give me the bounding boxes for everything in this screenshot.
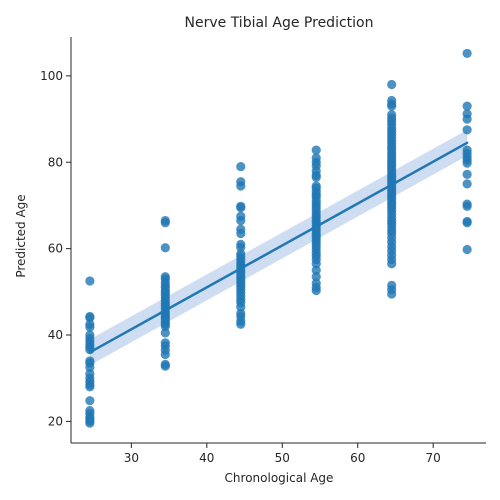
x-tick-label: 70 [426, 451, 441, 465]
data-point [311, 259, 321, 269]
data-point [236, 161, 246, 172]
x-tick-label: 50 [275, 451, 290, 465]
chart-title: Nerve Tibial Age Prediction [185, 15, 374, 31]
data-point [462, 179, 472, 189]
data-point [311, 145, 321, 155]
y-tick-label: 40 [48, 328, 63, 342]
regression-line [88, 141, 469, 354]
data-point [236, 215, 246, 226]
x-axis-title: Chronological Age [225, 471, 334, 485]
data-point [236, 228, 246, 239]
data-point [311, 265, 321, 275]
data-point [462, 158, 472, 168]
data-point [160, 361, 170, 371]
y-tick-label: 100 [40, 69, 63, 83]
x-tick-label: 60 [350, 451, 365, 465]
data-point [236, 203, 246, 213]
data-point [160, 218, 170, 228]
data-point [85, 362, 95, 373]
data-point [462, 125, 472, 135]
data-point [85, 396, 95, 406]
data-point [236, 319, 246, 329]
data-point [387, 259, 397, 269]
points-layer [85, 48, 472, 428]
data-point [462, 201, 472, 211]
data-point [85, 276, 95, 286]
data-point [462, 244, 472, 255]
x-tick-label: 30 [124, 451, 139, 465]
plot-area [85, 48, 472, 428]
y-tick-label: 60 [48, 242, 63, 256]
data-point [236, 302, 246, 312]
data-point [160, 328, 170, 338]
data-point [462, 114, 472, 124]
data-point [462, 48, 472, 59]
y-tick-label: 80 [48, 155, 63, 169]
data-point [387, 289, 397, 299]
data-point [311, 285, 321, 296]
x-tick-label: 40 [199, 451, 214, 465]
data-point [160, 321, 170, 331]
data-point [85, 382, 95, 392]
y-axis-title: Predicted Age [14, 194, 28, 277]
data-point [462, 218, 472, 228]
y-axis: 20 40 60 80 100 [40, 37, 72, 443]
data-point [462, 101, 472, 111]
data-point [387, 101, 397, 111]
data-point [387, 79, 397, 90]
data-point [462, 169, 472, 179]
data-point [311, 272, 321, 282]
data-point [85, 418, 95, 428]
data-point [236, 242, 246, 252]
data-point [85, 322, 95, 332]
data-point [85, 313, 95, 323]
y-tick-label: 20 [48, 414, 63, 428]
data-point [311, 172, 321, 182]
regression-line-layer [88, 141, 469, 354]
data-point [160, 349, 170, 360]
data-point [236, 181, 246, 191]
x-axis: 30 40 50 60 70 [71, 442, 486, 465]
data-point [160, 243, 170, 253]
